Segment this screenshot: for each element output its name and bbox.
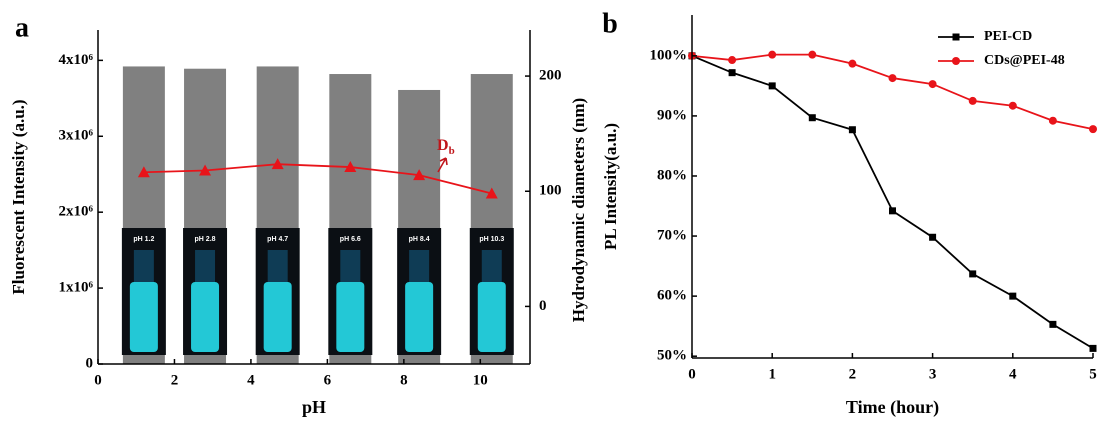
inset-label: pH 4.7 [267,236,288,243]
x-tick-label: 4 [247,372,255,388]
marker [968,96,977,105]
y2-tick-label: 200 [539,68,562,84]
vial-cap [195,250,216,282]
vial-glow [405,282,434,352]
legend-label: CDs@PEI-48 [984,53,1065,68]
marker [848,126,856,134]
marker [485,187,498,199]
marker [848,59,857,68]
vial-cap [133,250,154,282]
y-axis-title: Fluorescent Intensity (a.u.) [9,99,28,294]
y-tick-label: 60% [657,288,687,304]
y-tick-label: 100% [650,47,688,63]
x-tick-label: 0 [688,366,696,382]
y-tick-label: 80% [657,167,687,183]
x-tick-label: 0 [94,372,102,388]
marker [344,161,357,173]
marker [271,158,284,170]
legend-label: PEI-CD [984,29,1032,44]
y-tick-label: 50% [657,348,687,364]
inset-label: pH 8.4 [409,236,430,243]
inset-label: pH 6.6 [340,236,361,243]
annotation-text: D [437,137,449,154]
marker [728,56,737,65]
marker [1048,116,1057,125]
marker [928,80,937,89]
y2-tick-label: 100 [539,183,562,199]
vial-glow [263,282,292,352]
inset-label: pH 10.3 [479,236,504,243]
vial-glow [191,282,220,352]
x-tick-label: 4 [1009,366,1017,382]
marker [199,164,212,176]
y-tick-label: 2x10⁶ [59,204,94,220]
x-tick-label: 3 [929,366,937,382]
marker [728,69,736,77]
panel-label: a [15,12,29,43]
marker [969,270,977,278]
marker [1009,292,1017,300]
x-tick-label: 6 [324,372,332,388]
inset-label: pH 1.2 [133,236,154,243]
y-tick-label: 1x10⁶ [59,280,94,296]
marker [808,114,816,122]
marker [1089,344,1097,352]
marker [768,50,777,59]
vial-glow [336,282,365,352]
marker [137,166,150,178]
x-tick-label: 5 [1089,366,1097,382]
legend-marker [952,33,960,41]
y-axis-title: PL Intensity(a.u.) [601,123,620,250]
marker [1089,125,1097,134]
marker [929,233,937,241]
y-tick-label: 3x10⁶ [59,128,94,144]
vial-glow [477,282,506,352]
marker [1049,320,1057,328]
y-tick-label: 90% [657,107,687,123]
marker [889,207,896,215]
panel-label: b [602,8,618,39]
marker [808,50,817,59]
x-tick-label: 2 [171,372,179,388]
y2-axis-title: Hydrodynamic diameters (nm) [569,98,588,322]
annotation-arrow [437,157,448,173]
x-axis-title: pH [302,397,326,417]
vial-cap [409,250,430,282]
y2-tick-label: 0 [539,298,547,314]
x-tick-label: 8 [400,372,408,388]
marker [1008,101,1017,110]
y-tick-label: 4x10⁶ [59,52,94,68]
annotation: Db [437,137,455,157]
annotation-subscript: b [449,145,455,157]
x-tick-label: 10 [473,372,488,388]
x-axis-title: Time (hour) [846,397,939,418]
line [691,55,1094,350]
vial-cap [340,250,361,282]
marker [413,169,426,181]
vial-glow [129,282,158,352]
y-tick-label: 70% [657,227,687,243]
marker [768,82,776,90]
marker [888,74,897,83]
line [143,163,492,195]
x-tick-label: 2 [849,366,857,382]
y-tick-label: 0 [86,355,94,371]
vial-cap [481,250,502,282]
x-tick-label: 1 [768,366,776,382]
vial-cap [267,250,288,282]
inset-label: pH 2.8 [195,236,216,243]
legend-marker [952,57,960,65]
